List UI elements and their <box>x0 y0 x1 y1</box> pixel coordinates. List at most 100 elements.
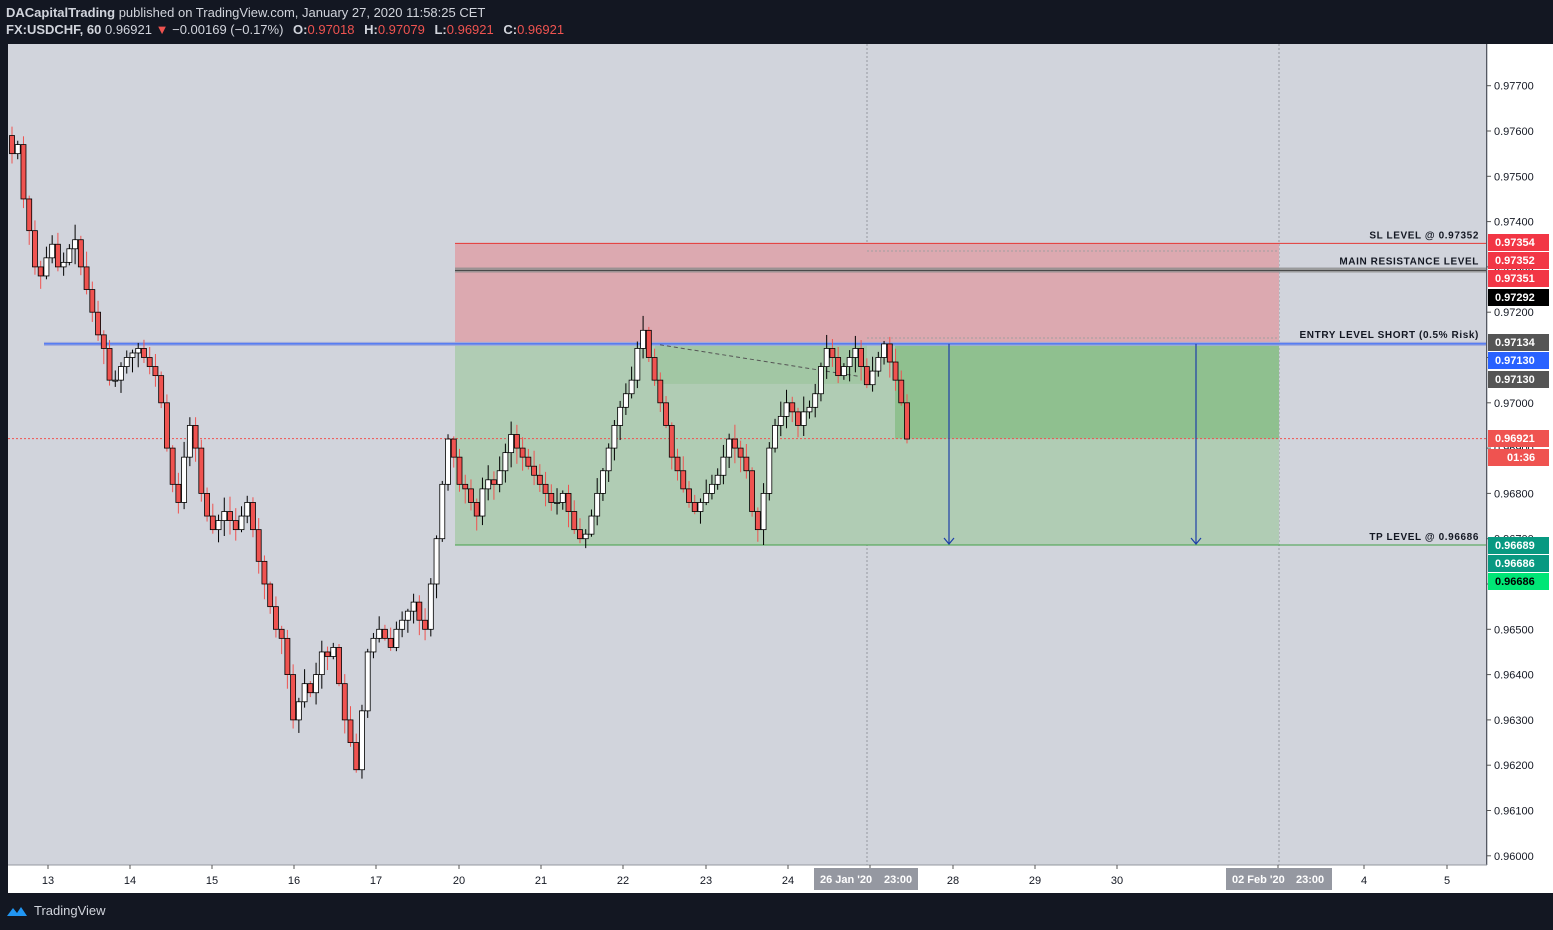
candle <box>536 464 543 492</box>
crosshair-date-label: 02 Feb '20 <box>1232 874 1285 886</box>
candle <box>726 433 733 468</box>
candle-body <box>617 406 624 426</box>
candle <box>840 363 847 380</box>
candle-body <box>382 628 388 639</box>
y-tick-label: 0.97500 <box>1494 171 1534 183</box>
publisher-name[interactable]: DACapitalTrading <box>6 5 116 20</box>
candle-body <box>433 538 440 585</box>
candle-body <box>255 529 262 562</box>
low-label: L: <box>434 22 447 37</box>
candle <box>657 372 664 412</box>
candle <box>370 632 377 659</box>
candle-body <box>238 515 245 531</box>
candle <box>175 472 182 514</box>
x-tick-label: 21 <box>535 875 547 887</box>
candle-body <box>336 647 342 685</box>
candle-body <box>594 492 601 517</box>
candle <box>542 471 549 507</box>
candle <box>772 418 778 453</box>
y-tick-label: 0.96300 <box>1494 715 1534 727</box>
candle <box>227 496 233 535</box>
price-badge-label: 0.96689 <box>1495 540 1535 552</box>
candle-body <box>668 425 675 458</box>
candle-body <box>20 144 27 200</box>
candle-body <box>892 361 899 381</box>
candle <box>502 443 509 483</box>
chart-header: DACapitalTrading published on TradingVie… <box>0 0 1553 44</box>
price-chart[interactable]: 0.977000.976000.975000.974000.973000.972… <box>0 0 1553 893</box>
brand[interactable]: TradingView <box>6 903 106 918</box>
y-tick-label: 0.96200 <box>1494 760 1534 772</box>
y-tick-label: 0.97000 <box>1494 398 1534 410</box>
x-tick-label: 28 <box>947 875 959 887</box>
symbol-label[interactable]: FX:USDCHF, 60 <box>6 22 102 37</box>
close-label: C: <box>503 22 518 37</box>
candle-body <box>295 701 302 721</box>
candle <box>261 555 268 600</box>
candle <box>123 350 130 374</box>
candle-body <box>175 483 182 503</box>
candle <box>181 441 188 510</box>
crosshair-time-label: 23:00 <box>1296 874 1324 886</box>
open-label: O: <box>293 22 308 37</box>
candle <box>60 252 67 276</box>
candle <box>318 640 325 689</box>
candle <box>118 362 124 393</box>
candle <box>255 518 262 574</box>
candle-body <box>129 352 136 358</box>
candle <box>898 370 905 406</box>
candle <box>341 674 348 734</box>
candle <box>559 490 566 510</box>
candle-body <box>565 492 572 512</box>
candle <box>221 497 228 537</box>
candle <box>450 436 457 468</box>
candle <box>364 648 371 718</box>
candle-body <box>846 357 853 367</box>
crosshair-date-label: 26 Jan '20 <box>820 874 872 886</box>
candle-body <box>571 511 578 531</box>
candle <box>691 494 698 515</box>
x-tick-label: 22 <box>617 875 629 887</box>
candle-body <box>588 515 595 535</box>
candle <box>158 371 165 409</box>
candle <box>714 468 721 490</box>
price-badge <box>1488 252 1549 269</box>
price-badge-label: 0.97130 <box>1495 355 1535 367</box>
candle <box>886 336 893 378</box>
candle <box>232 508 239 541</box>
candle-body <box>513 434 520 449</box>
candle-body <box>330 647 337 657</box>
candle-body <box>863 366 870 386</box>
sl-level-label: SL LEVEL @ 0.97352 <box>1369 230 1479 241</box>
candle <box>112 370 119 387</box>
candle-body <box>445 438 451 485</box>
candle <box>668 422 675 470</box>
y-tick-label: 0.97400 <box>1494 217 1534 229</box>
candle-body <box>789 402 796 413</box>
candle-body <box>531 465 537 476</box>
candle-body <box>95 311 101 336</box>
candle <box>634 341 641 389</box>
candle <box>106 340 113 386</box>
risk-zone <box>455 243 1279 344</box>
candle <box>192 417 199 462</box>
candle <box>250 497 256 538</box>
candle-body <box>66 248 73 263</box>
candle <box>835 346 842 384</box>
candle-body <box>152 366 159 377</box>
price-badge-label: 0.96686 <box>1495 576 1535 588</box>
candle-body <box>204 492 210 517</box>
candle-body <box>869 370 876 386</box>
candle <box>273 596 279 638</box>
price-badge-label: 0.96686 <box>1495 558 1535 570</box>
candle-body <box>686 488 692 503</box>
candle <box>9 126 15 164</box>
price-badge <box>1488 270 1549 287</box>
candle-body <box>663 402 669 426</box>
candle <box>818 362 824 402</box>
crosshair-date-badge <box>814 868 918 890</box>
candle <box>393 621 400 652</box>
candle <box>640 315 646 359</box>
y-tick-label: 0.96000 <box>1494 851 1534 863</box>
candle-body <box>54 243 61 268</box>
